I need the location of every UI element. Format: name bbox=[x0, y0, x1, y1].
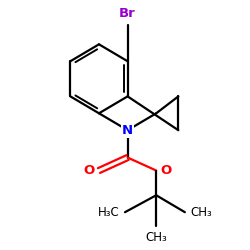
Text: O: O bbox=[160, 164, 172, 177]
Text: O: O bbox=[84, 164, 95, 177]
Text: N: N bbox=[122, 124, 133, 137]
Text: CH₃: CH₃ bbox=[145, 231, 167, 244]
Text: H₃C: H₃C bbox=[98, 206, 119, 219]
Text: CH₃: CH₃ bbox=[190, 206, 212, 219]
Text: Br: Br bbox=[119, 6, 136, 20]
